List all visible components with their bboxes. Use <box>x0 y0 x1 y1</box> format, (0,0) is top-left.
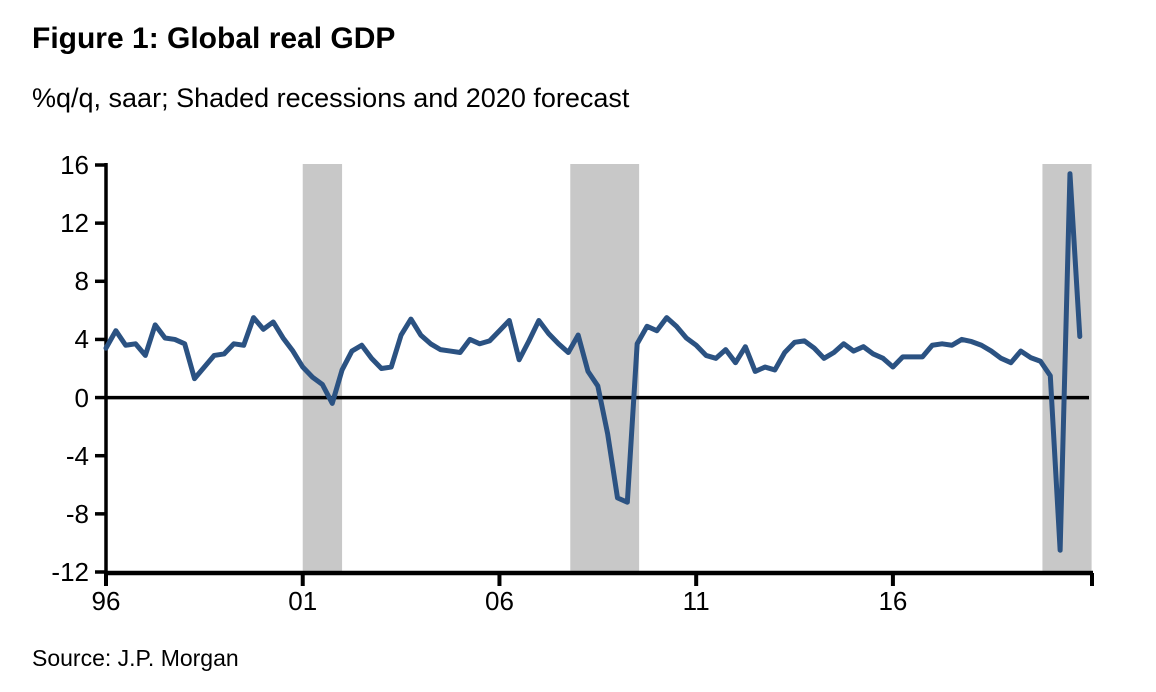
y-tick-label: 8 <box>74 266 89 297</box>
y-tick-label: -12 <box>51 557 89 587</box>
x-tick-label: 01 <box>288 586 318 616</box>
y-tick-label: 4 <box>74 324 89 355</box>
x-tick-label: 06 <box>484 586 514 616</box>
y-tick-label: 16 <box>60 150 89 180</box>
chart-subtitle: %q/q, saar; Shaded recessions and 2020 f… <box>32 83 630 113</box>
x-tick-label: 16 <box>878 586 908 616</box>
y-tick-label: -4 <box>65 440 89 471</box>
y-tick-label: 0 <box>74 382 89 413</box>
y-tick-label: -8 <box>65 498 89 529</box>
source-note: Source: J.P. Morgan <box>32 645 239 671</box>
chart-title: Figure 1: Global real GDP <box>32 22 396 55</box>
x-tick-label: 96 <box>91 586 121 616</box>
x-tick-label: 11 <box>682 586 710 616</box>
y-tick-label: 12 <box>60 208 89 239</box>
